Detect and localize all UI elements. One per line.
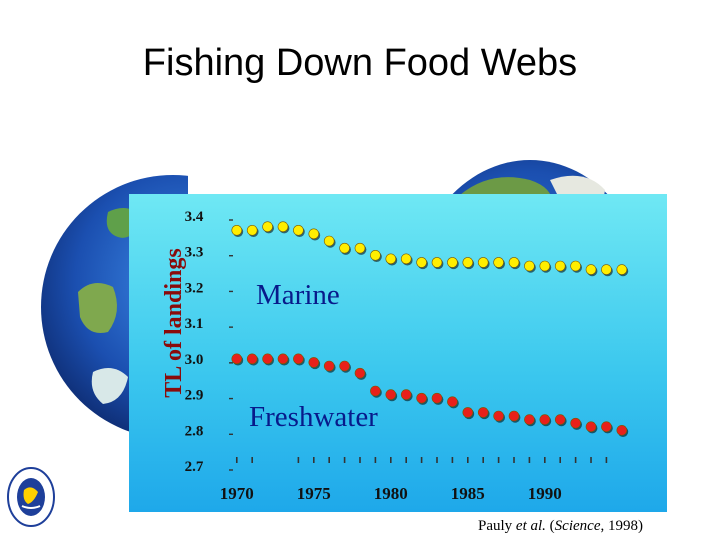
data-point-marine (554, 260, 566, 272)
data-point-freshwater (570, 417, 581, 429)
citation-etal: et al. (515, 518, 546, 534)
data-point-marine (477, 257, 489, 268)
data-point-marine (431, 257, 443, 268)
data-point-marine (493, 257, 504, 268)
data-point-freshwater (416, 392, 427, 404)
citation-close: , 1998) (600, 518, 643, 534)
data-point-marine (416, 257, 427, 268)
data-point-marine (293, 224, 304, 236)
data-point-marine (354, 242, 366, 254)
data-point-freshwater (308, 357, 320, 368)
y-tick-labels: 3.4 3.3 3.2 3.1 3.0 2.9 2.8 2.7 (185, 209, 233, 475)
y-tick-label: 2.9 (185, 388, 204, 404)
data-point-freshwater (354, 367, 366, 379)
data-point-freshwater (524, 414, 535, 425)
x-tick-labels: 1970 1975 1980 1985 1990 (220, 484, 562, 503)
data-point-marine (370, 249, 381, 261)
y-tick-label: 3.4 (185, 209, 204, 225)
data-point-freshwater (400, 389, 412, 400)
data-point-marine (246, 224, 258, 236)
x-axis-ticks (235, 457, 608, 463)
data-point-freshwater (385, 389, 397, 400)
x-tick-label: 1985 (451, 484, 485, 503)
slide-title: Fishing Down Food Webs (142, 42, 578, 84)
data-point-marine (508, 257, 520, 268)
sea-around-us-logo (7, 467, 55, 527)
y-tick-label: 3.0 (185, 352, 204, 368)
series-label-freshwater: Freshwater (249, 401, 378, 433)
data-point-freshwater (539, 414, 551, 425)
data-point-marine (447, 257, 458, 268)
data-point-marine (524, 260, 535, 272)
citation-author: Pauly (478, 518, 513, 534)
data-point-freshwater (462, 407, 474, 418)
data-point-freshwater (477, 407, 489, 418)
x-tick-label: 1990 (528, 484, 562, 503)
y-tick-label: 3.1 (185, 316, 204, 332)
citation: Pauly et al. (Science, 1998) (478, 518, 643, 535)
data-point-freshwater (231, 353, 243, 365)
chart-svg: TL of landings 3.43.33.23.13.02.92.82.7 … (161, 209, 629, 503)
data-point-marine (231, 224, 243, 236)
data-point-freshwater (493, 410, 504, 422)
data-point-marine (462, 257, 474, 268)
data-point-marine (539, 260, 551, 272)
citation-journal: Science (554, 518, 601, 534)
y-tick-label: 3.2 (185, 280, 204, 296)
data-point-marine (400, 253, 412, 265)
data-point-marine (601, 264, 612, 275)
series-label-marine: Marine (256, 279, 340, 311)
data-point-freshwater (323, 360, 335, 372)
y-tick-label: 3.3 (185, 245, 204, 261)
series-marine (231, 221, 629, 277)
chart-panel: TL of landings 3.4 3.3 3.2 3.1 3.0 2.9 2.8 2.7 … (129, 194, 667, 512)
data-point-freshwater (447, 396, 458, 408)
data-point-freshwater (339, 360, 350, 372)
data-point-marine (277, 221, 289, 233)
y-tick-label: 2.8 (185, 423, 204, 439)
series-freshwater (231, 353, 629, 437)
data-point-marine (339, 242, 350, 254)
data-point-freshwater (554, 414, 566, 425)
data-point-freshwater (262, 353, 273, 365)
data-point-marine (385, 253, 397, 265)
data-point-freshwater (508, 410, 520, 422)
citation-open: ( (545, 518, 555, 534)
data-point-freshwater (601, 421, 612, 433)
data-point-freshwater (431, 392, 443, 404)
y-axis-label: TL of landings (161, 248, 187, 397)
data-point-marine (308, 228, 320, 240)
data-point-marine (585, 264, 597, 275)
data-point-marine (616, 264, 628, 275)
data-point-freshwater (370, 385, 381, 397)
data-point-freshwater (585, 421, 597, 433)
x-tick-label: 1970 (220, 484, 254, 503)
x-tick-label: 1975 (297, 484, 331, 503)
data-point-freshwater (293, 353, 304, 365)
data-point-freshwater (277, 353, 289, 365)
data-point-freshwater (246, 353, 258, 365)
data-point-marine (570, 260, 581, 272)
data-point-marine (262, 221, 273, 233)
data-point-marine (323, 235, 335, 247)
y-tick-label: 2.7 (185, 459, 204, 475)
data-point-freshwater (616, 424, 628, 436)
x-tick-label: 1980 (374, 484, 408, 503)
